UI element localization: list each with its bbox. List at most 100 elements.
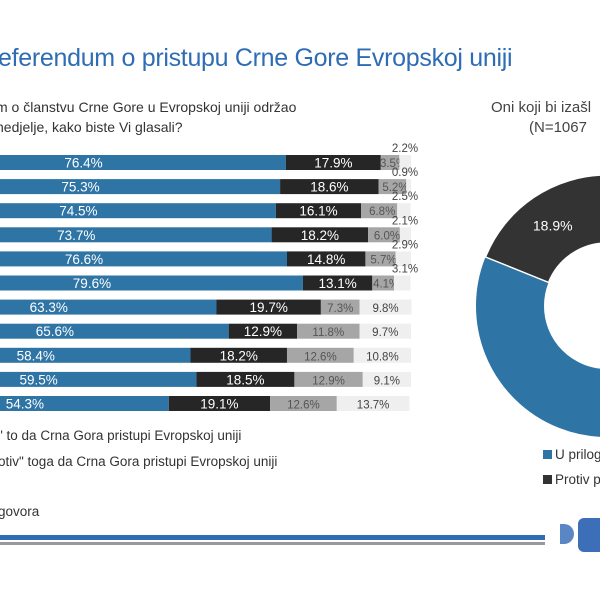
bar-segment-against: [190, 347, 287, 363]
bar-label: 9.8%: [372, 303, 398, 315]
bar-label: 73.7%: [57, 228, 95, 243]
bar-segment-for: [0, 203, 276, 219]
logo-mark-right: [578, 518, 600, 552]
bar-label: 13.1%: [318, 276, 356, 291]
bar-label: 18.6%: [310, 180, 348, 195]
bar-segment-for: [0, 275, 303, 291]
bar-label: 59.5%: [20, 372, 58, 387]
donut-title-line-1: Oni koji bi izašl: [491, 99, 592, 116]
bar-segment-for: [0, 179, 281, 195]
bar-label: 5.2%: [382, 182, 408, 194]
bar-segment-against: [285, 155, 381, 170]
bar-segment-no-answer: [359, 299, 412, 315]
bar-label: 9.1%: [374, 375, 400, 387]
bar-segment-no-answer: [362, 371, 411, 387]
bar-segment-undecided: [361, 203, 398, 219]
bar-segment-against: [196, 371, 295, 387]
legend-against-label: otiv" toga da Crna Gora pristupi Evropsk…: [0, 454, 278, 469]
bar-segment-undecided: [380, 155, 400, 170]
bar-segment-no-answer: [395, 251, 411, 267]
bar-label: 9.7%: [372, 327, 398, 339]
bar-segment-against: [271, 227, 369, 243]
bar-label: 54.3%: [6, 397, 44, 412]
bar-label: 6.0%: [374, 230, 400, 242]
footer-blue-rule: [0, 535, 545, 540]
bar-segment-for: [0, 396, 169, 411]
bar-label: 63.3%: [30, 300, 68, 315]
bar-label: 19.1%: [200, 397, 238, 412]
bar-segment-undecided: [294, 371, 363, 387]
bar-segment-undecided: [270, 396, 337, 411]
legend-no-answer-label: govora: [0, 504, 40, 519]
bar-label: 3.1%: [392, 264, 418, 276]
bar-label: 75.3%: [61, 180, 99, 195]
bar-segment-undecided: [286, 347, 354, 363]
bar-segment-no-answer: [399, 227, 411, 243]
donut-legend-for: U prilog: [543, 447, 600, 462]
bar-label: 12.9%: [244, 324, 282, 339]
bar-segment-undecided: [368, 227, 400, 243]
bar-label: 10.8%: [366, 351, 399, 363]
bar-label: 16.1%: [299, 204, 337, 219]
donut-title-line-2: (N=1067: [529, 119, 587, 136]
bar-segment-no-answer: [399, 155, 411, 170]
legend-for-label: " to da Crna Gora pristupi Evropskoj uni…: [0, 428, 242, 443]
bar-segment-no-answer: [397, 203, 411, 219]
bar-label: 2.5%: [392, 191, 418, 203]
bar-segment-no-answer: [336, 396, 410, 411]
bar-label: 11.8%: [312, 327, 344, 339]
bar-label: 65.6%: [36, 324, 74, 339]
bar-segment-against: [216, 299, 321, 315]
bar-segment-for: [0, 371, 197, 387]
bar-segment-for: [0, 251, 287, 267]
bar-label: 13.7%: [357, 400, 390, 412]
question-line-1: m o članstvu Crne Gore u Evropskoj uniji…: [0, 99, 297, 115]
bar-label: 12.9%: [312, 375, 345, 387]
donut-legend-against: Protiv p: [543, 472, 600, 487]
donut-slice-against: [484, 174, 600, 284]
logo-mark-left: [560, 524, 574, 544]
bar-segment-undecided: [365, 251, 396, 267]
legend-swatch-blue: [543, 450, 552, 459]
bar-segment-for: [0, 299, 217, 315]
bar-label: 12.6%: [304, 351, 337, 363]
bar-label: 76.4%: [64, 156, 102, 171]
bar-label: 76.6%: [65, 252, 103, 267]
bar-segment-for: [0, 323, 229, 339]
bar-label: 17.9%: [314, 156, 352, 171]
donut-legend-against-label: Protiv p: [555, 472, 600, 487]
bar-label: 19.7%: [250, 300, 288, 315]
bar-label: 74.5%: [59, 204, 97, 219]
bar-label: 12.6%: [287, 400, 320, 412]
bar-segment-undecided: [297, 323, 360, 339]
bar-label: 18.2%: [301, 228, 339, 243]
bar-label: 0.9%: [392, 167, 418, 179]
bar-segment-against: [228, 323, 298, 339]
bar-label: 6.8%: [369, 206, 395, 218]
bar-segment-undecided: [372, 275, 395, 291]
bar-label: 2.2%: [392, 143, 418, 155]
question-line-2: nedjelje, kako biste Vi glasali?: [0, 119, 183, 135]
bar-segment-against: [302, 275, 373, 291]
bar-segment-undecided: [378, 179, 407, 195]
bar-segment-no-answer: [394, 275, 411, 291]
donut-label-against: 18.9%: [533, 218, 573, 234]
bar-label: 4.1%: [373, 279, 399, 291]
bar-segment-against: [168, 396, 271, 411]
bar-segment-no-answer: [359, 323, 411, 339]
bar-label: 7.3%: [327, 303, 353, 315]
bar-label: 79.6%: [73, 276, 111, 291]
bar-segment-for: [0, 227, 272, 243]
bar-segment-no-answer: [353, 347, 411, 363]
bar-label: 58.4%: [17, 348, 55, 363]
footer-gray-rule: [0, 542, 545, 545]
bar-segment-undecided: [320, 299, 360, 315]
bar-segment-no-answer: [406, 179, 411, 195]
bar-label: 5.7%: [370, 254, 396, 266]
bar-label: 18.2%: [220, 348, 258, 363]
donut-legend-for-label: U prilog: [555, 447, 600, 462]
bar-segment-against: [275, 203, 362, 219]
donut-slice-for: [476, 175, 600, 437]
bar-label: 14.8%: [307, 252, 345, 267]
